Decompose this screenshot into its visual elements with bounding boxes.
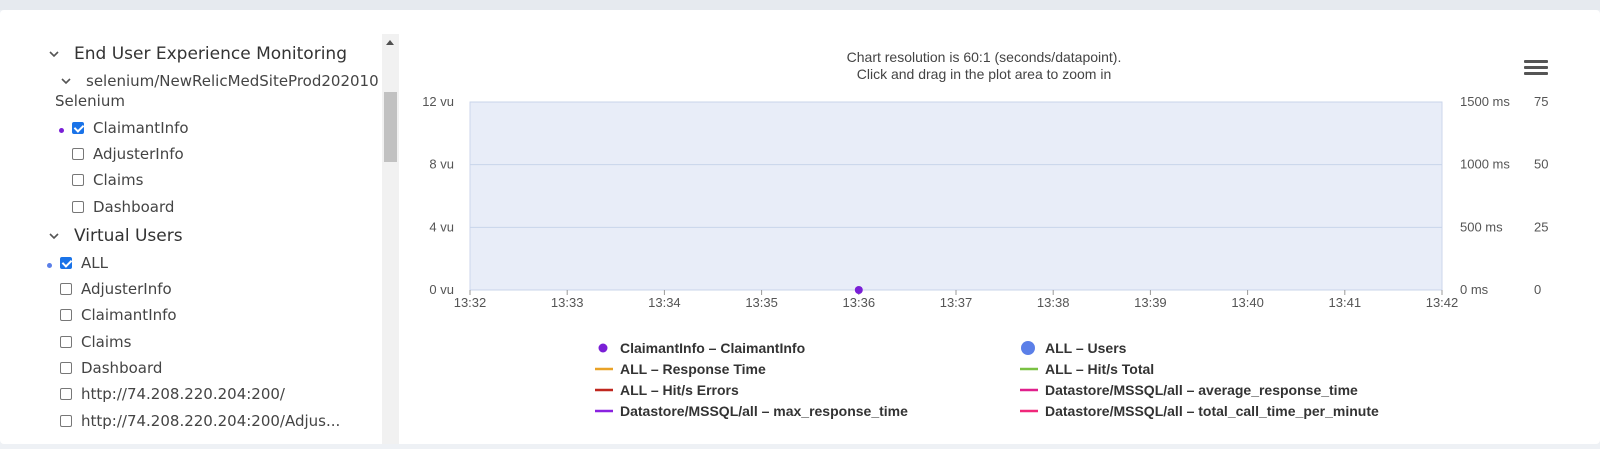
legend-label: ALL – Hit/s Total: [1045, 361, 1154, 377]
tree-checkbox[interactable]: [60, 336, 72, 348]
tree-item-label: End User Experience Monitoring: [74, 44, 347, 64]
legend-label: ALL – Users: [1045, 340, 1127, 356]
tree-item-label: Virtual Users: [74, 226, 183, 246]
tree-item-label: http://74.208.220.204:200/: [81, 385, 285, 403]
series-color-dot: [47, 263, 52, 268]
tree-item-label: AdjusterInfo: [81, 280, 172, 298]
tree-checkbox[interactable]: [72, 122, 84, 134]
tree-item-label: ALL: [81, 254, 108, 272]
tree-checkbox[interactable]: [72, 174, 84, 186]
tree-item[interactable]: ALL: [60, 254, 108, 272]
x-tick-label: 13:38: [1037, 295, 1070, 310]
legend-swatch: [598, 343, 608, 353]
tree-item[interactable]: Selenium: [55, 92, 125, 110]
x-tick-label: 13:35: [745, 295, 778, 310]
y-right-count-tick-label: 75: [1534, 94, 1548, 109]
legend-swatch: [1021, 341, 1035, 355]
tree-item-label: Claims: [93, 171, 144, 189]
tree-checkbox[interactable]: [60, 388, 72, 400]
tree-item-label: Dashboard: [81, 359, 163, 377]
tree-item-label: ClaimantInfo: [81, 306, 177, 324]
chart-svg[interactable]: Chart resolution is 60:1 (seconds/datapo…: [405, 10, 1600, 444]
x-tick-label: 13:34: [648, 295, 681, 310]
tree-item[interactable]: http://74.208.220.204:200/Adjus...: [60, 412, 340, 430]
tree-item-label: Dashboard: [93, 198, 175, 216]
x-tick-label: 13:37: [940, 295, 973, 310]
legend-label: ALL – Hit/s Errors: [620, 382, 739, 398]
y-right-ms-tick-label: 1500 ms: [1460, 94, 1510, 109]
tree-item[interactable]: Dashboard: [60, 359, 162, 377]
tree-checkbox[interactable]: [60, 257, 72, 269]
y-right-ms-tick-label: 1000 ms: [1460, 157, 1510, 172]
y-left-tick-label: 8 vu: [429, 157, 454, 172]
tree-checkbox[interactable]: [60, 309, 72, 321]
y-right-count-tick-label: 50: [1534, 157, 1548, 172]
tree-item[interactable]: http://74.208.220.204:200/: [60, 385, 285, 403]
y-left-tick-label: 12 vu: [422, 94, 454, 109]
tree-item[interactable]: AdjusterInfo: [72, 145, 184, 163]
legend-label: ALL – Response Time: [620, 361, 766, 377]
chart-area: Chart resolution is 60:1 (seconds/datapo…: [405, 10, 1600, 444]
y-right-count-tick-label: 0: [1534, 282, 1541, 297]
metrics-tree: End User Experience Monitoring selenium/N…: [0, 10, 395, 444]
chevron-down-icon[interactable]: [48, 230, 60, 242]
chart-subtitle-line1: Chart resolution is 60:1 (seconds/datapo…: [847, 49, 1122, 65]
tree-checkbox[interactable]: [60, 362, 72, 374]
tree-item-label: Claims: [81, 333, 132, 351]
x-tick-label: 13:39: [1134, 295, 1167, 310]
chart-menu-hamburger-icon[interactable]: [1524, 60, 1548, 82]
x-tick-label: 13:42: [1426, 295, 1459, 310]
y-left-tick-label: 4 vu: [429, 219, 454, 234]
legend-label: ClaimantInfo – ClaimantInfo: [620, 340, 805, 356]
x-tick-label: 13:36: [843, 295, 876, 310]
chart-subtitle-line2: Click and drag in the plot area to zoom …: [857, 66, 1111, 82]
tree-item[interactable]: End User Experience Monitoring: [48, 44, 347, 64]
tree-checkbox[interactable]: [60, 283, 72, 295]
series-color-dot: [59, 128, 64, 133]
tree-checkbox[interactable]: [72, 148, 84, 160]
chevron-down-icon[interactable]: [60, 75, 72, 87]
tree-item-label: selenium/NewRelicMedSiteProd202010: [86, 72, 379, 90]
x-tick-label: 13:40: [1231, 295, 1264, 310]
tree-item-label: AdjusterInfo: [93, 145, 184, 163]
series-marker: [854, 286, 863, 294]
x-tick-label: 13:33: [551, 295, 584, 310]
chevron-down-icon[interactable]: [48, 48, 60, 60]
x-tick-label: 13:41: [1329, 295, 1362, 310]
tree-scrollbar[interactable]: [382, 34, 399, 444]
y-left-tick-label: 0 vu: [429, 282, 454, 297]
tree-item[interactable]: Virtual Users: [48, 226, 183, 246]
y-right-ms-tick-label: 0 ms: [1460, 282, 1489, 297]
top-bar: [0, 0, 1600, 10]
y-right-count-tick-label: 25: [1534, 219, 1548, 234]
y-right-ms-tick-label: 500 ms: [1460, 219, 1503, 234]
legend-label: Datastore/MSSQL/all – total_call_time_pe…: [1045, 403, 1379, 419]
scroll-thumb[interactable]: [384, 92, 397, 162]
legend-label: Datastore/MSSQL/all – max_response_time: [620, 403, 908, 419]
x-tick-label: 13:32: [454, 295, 487, 310]
tree-checkbox[interactable]: [60, 415, 72, 427]
app-panel: End User Experience Monitoring selenium/N…: [0, 10, 1600, 444]
tree-item[interactable]: ClaimantInfo: [72, 119, 189, 137]
tree-item[interactable]: Claims: [72, 171, 143, 189]
plot-background: [469, 101, 1443, 291]
tree-checkbox[interactable]: [72, 201, 84, 213]
tree-item[interactable]: ClaimantInfo: [60, 306, 177, 324]
tree-item[interactable]: Dashboard: [72, 198, 174, 216]
tree-item-label: Selenium: [55, 92, 125, 110]
legend-label: Datastore/MSSQL/all – average_response_t…: [1045, 382, 1358, 398]
tree-item[interactable]: selenium/NewRelicMedSiteProd202010: [60, 72, 379, 90]
scroll-up-arrow-icon[interactable]: [386, 40, 394, 45]
tree-item[interactable]: Claims: [60, 333, 131, 351]
tree-item[interactable]: AdjusterInfo: [60, 280, 172, 298]
tree-item-label: ClaimantInfo: [93, 119, 189, 137]
tree-item-label: http://74.208.220.204:200/Adjus...: [81, 412, 341, 430]
